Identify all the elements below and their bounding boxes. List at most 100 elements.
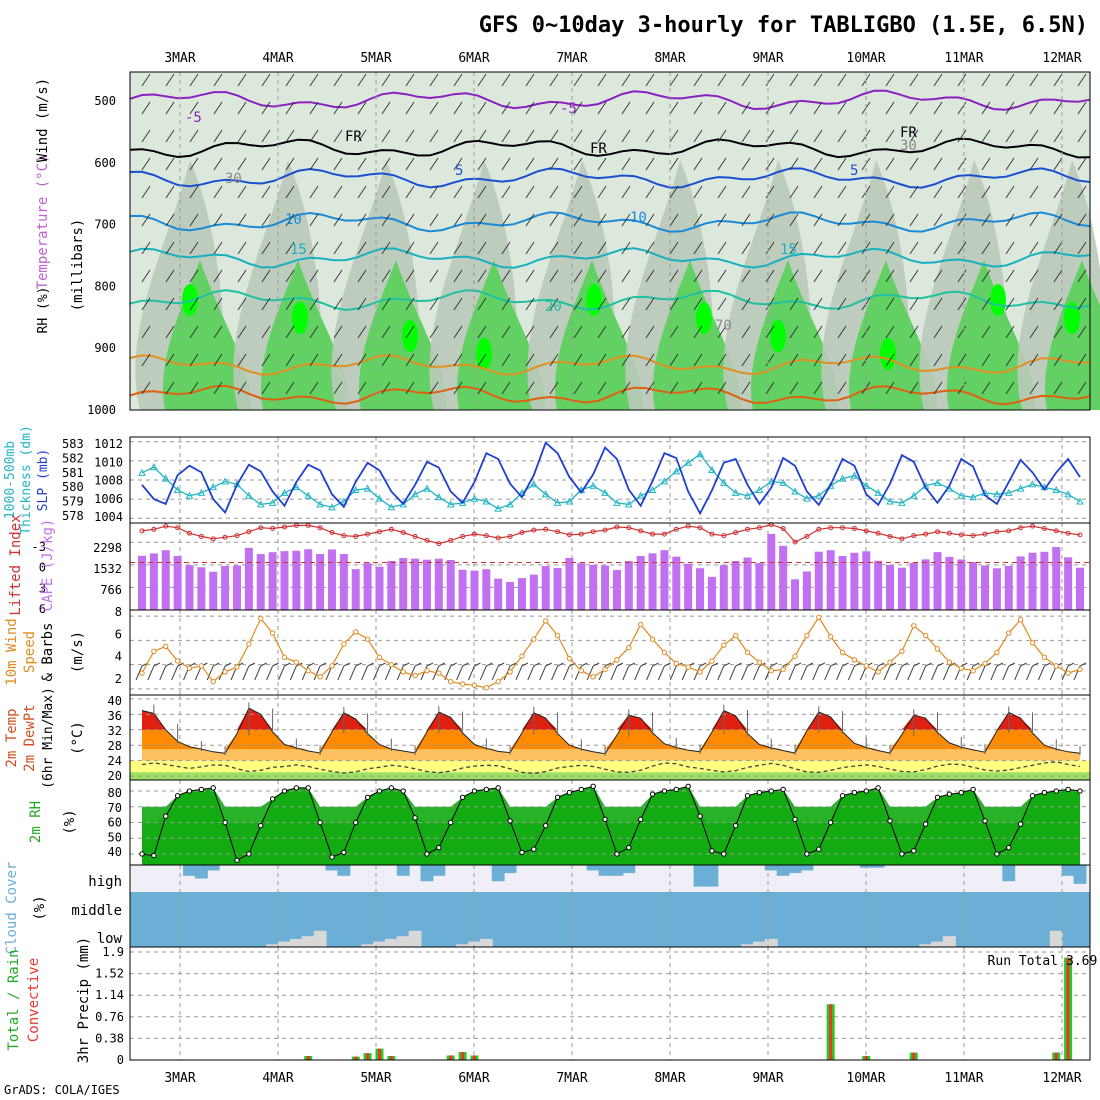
wind-speed-point — [839, 649, 846, 656]
wind-barb — [693, 129, 703, 143]
contour-label: 15 — [290, 242, 307, 258]
wind-speed-point — [341, 641, 347, 647]
rh-panel-tick: 40 — [108, 845, 122, 859]
lifted-index-point — [139, 528, 145, 534]
lifted-index-point — [246, 529, 252, 535]
ylabel-rh2m: 2m RH — [28, 801, 44, 843]
cape-panel-left-tick: -3 — [32, 540, 46, 554]
lifted-index-point — [733, 529, 739, 535]
wind-barb-10m-flag — [771, 662, 778, 667]
lifted-index-point — [365, 531, 371, 537]
wind-barb — [501, 129, 511, 143]
cape-bar — [1028, 552, 1037, 610]
precip-convective-bar — [389, 1056, 393, 1060]
thickness-point — [850, 471, 859, 479]
wind-barb — [405, 381, 415, 395]
wind-barb — [549, 213, 559, 227]
wind-barb — [477, 297, 487, 311]
wind-barb-10m-flag — [1032, 662, 1039, 667]
cloud-high-bar — [598, 865, 612, 876]
wind-barb — [237, 269, 247, 283]
wind-barb — [1077, 185, 1087, 199]
rh-shading-bright — [990, 284, 1006, 316]
thickness-point — [482, 497, 491, 505]
wind-barb — [1029, 297, 1039, 311]
wind-barb — [669, 157, 679, 171]
cape-bar — [826, 550, 835, 610]
temp-panel-tick: 20 — [108, 769, 122, 783]
rh2m-point — [626, 844, 632, 851]
wind-barb — [621, 353, 631, 367]
cloud-low-bar — [266, 944, 280, 947]
wind-barb-10m-flag — [854, 662, 861, 667]
rh2m-point — [186, 788, 193, 794]
wind-barb — [1077, 213, 1087, 227]
wind-barb — [669, 381, 679, 395]
wind-barb — [573, 185, 583, 199]
wind-barb — [717, 129, 727, 143]
wind-speed-point — [768, 668, 774, 674]
wind-barb — [549, 73, 559, 87]
cape-bar — [1004, 565, 1013, 610]
wind-barb — [717, 325, 727, 339]
wind-barb — [501, 353, 511, 367]
wind-speed-point — [661, 649, 668, 656]
wind-barb-10m-flag — [640, 662, 647, 667]
wind-barb-10m — [515, 665, 523, 681]
wind-barb-10m — [1002, 665, 1010, 681]
thickness-point — [1064, 490, 1072, 498]
wind-barb — [285, 297, 295, 311]
rh2m-point — [922, 821, 929, 827]
lifted-index-point — [471, 531, 477, 537]
rh2m-point — [958, 789, 964, 796]
wind-speed-point — [281, 654, 288, 661]
wind-barb — [597, 157, 607, 171]
wind-barb — [813, 353, 823, 367]
cape-bar — [755, 563, 764, 610]
lifted-index-point — [388, 526, 394, 532]
wind-barb — [909, 325, 919, 339]
wind-speed-point — [186, 665, 193, 671]
rh2m-point — [839, 793, 846, 799]
ylabel-wind: Wind (m/s) — [35, 78, 51, 162]
lifted-index-point — [1006, 528, 1012, 534]
wind-barb — [741, 185, 751, 199]
wind-barb — [885, 297, 895, 311]
cape-bar — [458, 569, 467, 610]
cape-bar — [648, 553, 657, 610]
wind-barb-10m-flag — [830, 662, 837, 667]
wind-barb-10m — [503, 665, 511, 681]
wind-barb — [381, 213, 391, 227]
cloud-low-bar — [301, 936, 315, 947]
temp-panel-tick: 24 — [108, 754, 122, 768]
wind-barb — [549, 381, 559, 395]
thickness-point — [351, 485, 360, 494]
wind-barb-10m-flag — [426, 662, 434, 667]
wind-barb-10m-flag — [343, 662, 351, 667]
wind-barb — [405, 73, 415, 87]
wind-barb — [573, 353, 583, 367]
lifted-index-point — [210, 536, 216, 542]
cloud-high-bar — [1061, 865, 1075, 876]
wind-barb — [597, 381, 607, 395]
wind-barb — [837, 129, 847, 143]
wind-barb — [237, 325, 247, 339]
wind-barb — [525, 101, 535, 115]
lifted-index-point — [270, 526, 276, 532]
wind-barb — [813, 325, 823, 339]
lifted-index-point — [448, 537, 454, 543]
wind-barb — [1077, 101, 1087, 115]
wind-barb — [813, 213, 823, 227]
thickness-point — [1076, 497, 1084, 505]
rh2m-point — [994, 851, 1000, 857]
wind-barb — [645, 297, 655, 311]
rh2m-point — [578, 786, 585, 793]
rh-shading-green — [261, 260, 349, 410]
wind-barb — [213, 157, 223, 171]
wind-barb — [1053, 353, 1063, 367]
wind-barb-10m-flag — [937, 662, 944, 667]
lifted-index-point — [198, 533, 204, 539]
rh2m-point — [531, 846, 537, 852]
wind-barb-10m-flag — [402, 662, 410, 667]
wind-barb — [357, 157, 367, 171]
